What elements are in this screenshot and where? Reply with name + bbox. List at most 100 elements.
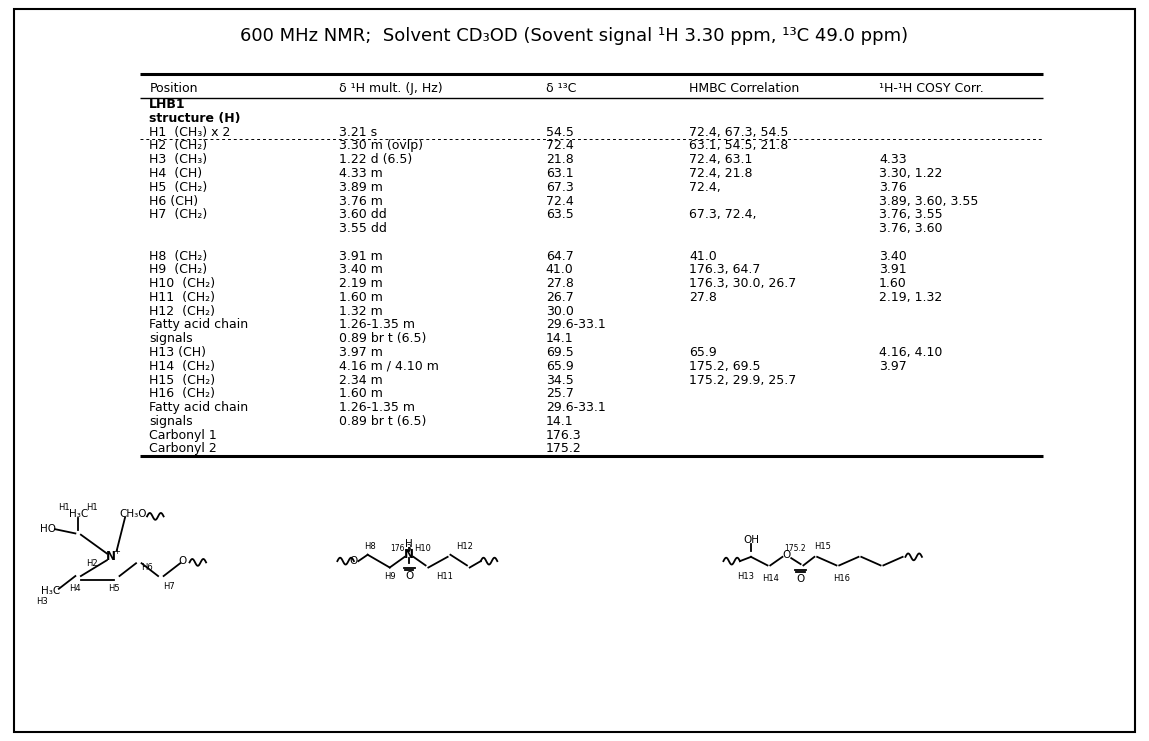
Text: δ ¹H mult. (J, Hz): δ ¹H mult. (J, Hz) — [339, 82, 442, 95]
Text: H4  (CH): H4 (CH) — [149, 167, 202, 180]
Text: 72.4,: 72.4, — [689, 181, 722, 194]
Text: 3.97: 3.97 — [879, 359, 907, 373]
Text: H11: H11 — [437, 571, 454, 580]
Text: H6 (CH): H6 (CH) — [149, 195, 199, 207]
Text: H2  (CH₂): H2 (CH₂) — [149, 139, 208, 153]
Text: H10: H10 — [415, 544, 431, 553]
Text: 63.5: 63.5 — [546, 208, 573, 222]
Text: H5  (CH₂): H5 (CH₂) — [149, 181, 208, 194]
Text: Fatty acid chain: Fatty acid chain — [149, 319, 248, 331]
Text: 3.55 dd: 3.55 dd — [339, 222, 387, 235]
Text: H5: H5 — [108, 585, 119, 594]
Text: 176.3, 30.0, 26.7: 176.3, 30.0, 26.7 — [689, 277, 796, 290]
Text: 25.7: 25.7 — [546, 388, 573, 400]
Text: 3.30, 1.22: 3.30, 1.22 — [879, 167, 942, 180]
Text: H16  (CH₂): H16 (CH₂) — [149, 388, 215, 400]
Text: 41.0: 41.0 — [689, 250, 717, 262]
Text: 29.6-33.1: 29.6-33.1 — [546, 319, 606, 331]
Text: 63.1, 54.5, 21.8: 63.1, 54.5, 21.8 — [689, 139, 788, 153]
Text: 3.91: 3.91 — [879, 263, 907, 276]
Text: 1.26-1.35 m: 1.26-1.35 m — [339, 401, 415, 414]
Text: Carbonyl 1: Carbonyl 1 — [149, 428, 217, 442]
Text: 27.8: 27.8 — [546, 277, 573, 290]
Text: 2.19 m: 2.19 m — [339, 277, 383, 290]
Text: 29.6-33.1: 29.6-33.1 — [546, 401, 606, 414]
Text: H12: H12 — [456, 542, 472, 551]
Text: 2.19, 1.32: 2.19, 1.32 — [879, 291, 942, 304]
Text: H10  (CH₂): H10 (CH₂) — [149, 277, 216, 290]
Text: 30.0: 30.0 — [546, 305, 573, 318]
Text: 41.0: 41.0 — [546, 263, 573, 276]
Text: 175.2, 69.5: 175.2, 69.5 — [689, 359, 761, 373]
Text: H3  (CH₃): H3 (CH₃) — [149, 153, 208, 166]
Text: 3.89 m: 3.89 m — [339, 181, 383, 194]
Text: 72.4, 67.3, 54.5: 72.4, 67.3, 54.5 — [689, 126, 788, 139]
Text: 175.2: 175.2 — [785, 544, 805, 553]
Text: 0.89 br t (6.5): 0.89 br t (6.5) — [339, 332, 426, 345]
Text: 176.3: 176.3 — [546, 428, 581, 442]
Text: H1: H1 — [59, 503, 70, 512]
Text: 3.40: 3.40 — [879, 250, 907, 262]
Text: OH: OH — [743, 535, 759, 545]
Text: 4.16, 4.10: 4.16, 4.10 — [879, 346, 942, 359]
Text: H15: H15 — [815, 542, 831, 551]
Text: H11  (CH₂): H11 (CH₂) — [149, 291, 215, 304]
Text: 26.7: 26.7 — [546, 291, 573, 304]
Text: O: O — [782, 550, 791, 559]
Text: 21.8: 21.8 — [546, 153, 573, 166]
Text: O: O — [179, 556, 187, 566]
Text: 3.21 s: 3.21 s — [339, 126, 377, 139]
Text: Fatty acid chain: Fatty acid chain — [149, 401, 248, 414]
Text: H12  (CH₂): H12 (CH₂) — [149, 305, 215, 318]
Text: +: + — [114, 548, 121, 556]
Text: H6: H6 — [141, 563, 153, 572]
Text: signals: signals — [149, 332, 193, 345]
Text: H₃C: H₃C — [69, 509, 87, 519]
Text: H14: H14 — [762, 574, 779, 582]
Text: HMBC Correlation: HMBC Correlation — [689, 82, 800, 95]
Text: H2: H2 — [86, 559, 98, 568]
Text: H16: H16 — [833, 574, 850, 582]
Text: ¹H-¹H COSY Corr.: ¹H-¹H COSY Corr. — [879, 82, 984, 95]
Text: H1  (CH₃) x 2: H1 (CH₃) x 2 — [149, 126, 231, 139]
Text: 600 MHz NMR;  Solvent CD₃OD (Sovent signal ¹H 3.30 ppm, ¹³C 49.0 ppm): 600 MHz NMR; Solvent CD₃OD (Sovent signa… — [240, 27, 909, 44]
Text: HO: HO — [40, 524, 56, 534]
Text: 3.91 m: 3.91 m — [339, 250, 383, 262]
Text: structure (H): structure (H) — [149, 112, 241, 125]
Text: 14.1: 14.1 — [546, 415, 573, 428]
Text: signals: signals — [149, 415, 193, 428]
Text: 1.26-1.35 m: 1.26-1.35 m — [339, 319, 415, 331]
Text: 67.3, 72.4,: 67.3, 72.4, — [689, 208, 757, 222]
Text: 1.60: 1.60 — [879, 277, 907, 290]
Text: LHB1: LHB1 — [149, 99, 186, 111]
Text: H1: H1 — [86, 503, 98, 512]
Text: H13 (CH): H13 (CH) — [149, 346, 207, 359]
Text: 72.4, 21.8: 72.4, 21.8 — [689, 167, 753, 180]
Text: 2.34 m: 2.34 m — [339, 373, 383, 387]
Text: δ ¹³C: δ ¹³C — [546, 82, 576, 95]
Text: 27.8: 27.8 — [689, 291, 717, 304]
Text: H8: H8 — [364, 542, 377, 551]
Text: O: O — [349, 556, 358, 566]
Text: H3: H3 — [37, 597, 48, 606]
Text: 3.40 m: 3.40 m — [339, 263, 383, 276]
Text: H15  (CH₂): H15 (CH₂) — [149, 373, 216, 387]
Text: N: N — [106, 551, 116, 563]
Text: H13: H13 — [737, 571, 754, 580]
Text: N: N — [404, 548, 414, 561]
Text: 0.89 br t (6.5): 0.89 br t (6.5) — [339, 415, 426, 428]
Text: 4.16 m / 4.10 m: 4.16 m / 4.10 m — [339, 359, 439, 373]
Text: 3.76 m: 3.76 m — [339, 195, 383, 207]
Text: 176.3: 176.3 — [390, 544, 411, 553]
Text: 34.5: 34.5 — [546, 373, 573, 387]
Text: H8  (CH₂): H8 (CH₂) — [149, 250, 208, 262]
Text: 3.76, 3.60: 3.76, 3.60 — [879, 222, 942, 235]
Text: CH₃O: CH₃O — [119, 509, 147, 519]
Text: 54.5: 54.5 — [546, 126, 573, 139]
Text: O: O — [404, 571, 414, 581]
Text: 176.3, 64.7: 176.3, 64.7 — [689, 263, 761, 276]
Text: H4: H4 — [70, 585, 82, 594]
Text: 1.22 d (6.5): 1.22 d (6.5) — [339, 153, 412, 166]
Text: 3.89, 3.60, 3.55: 3.89, 3.60, 3.55 — [879, 195, 978, 207]
Text: O: O — [796, 574, 804, 585]
